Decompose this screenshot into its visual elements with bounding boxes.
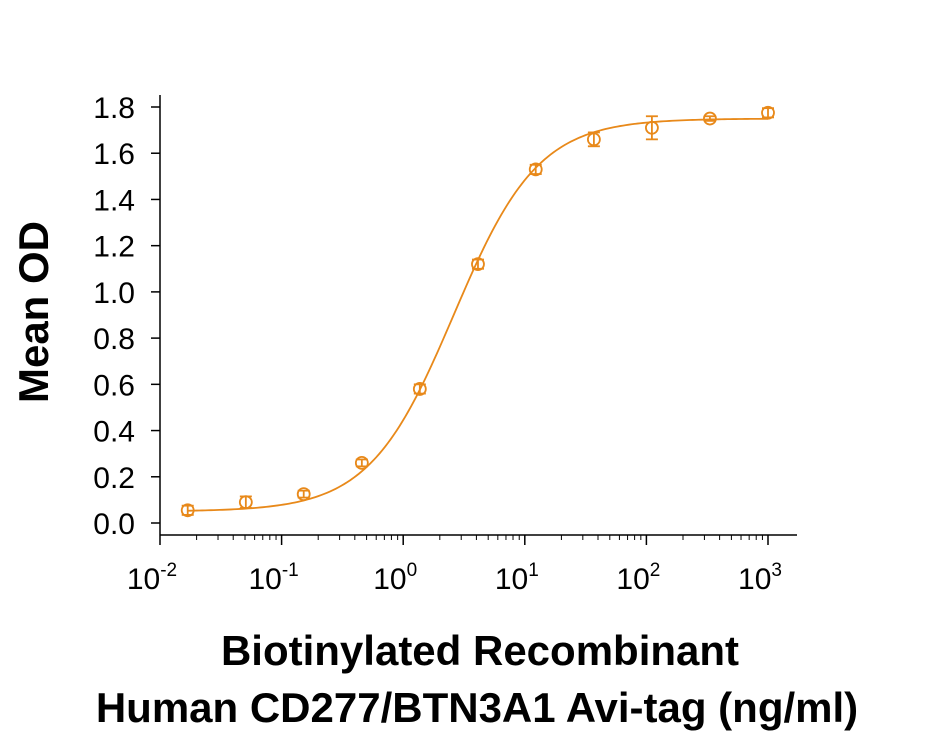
y-tick-label: 0.0	[93, 508, 135, 541]
x-tick-base: 10	[373, 563, 406, 596]
x-tick-label: 102	[616, 560, 660, 596]
data-point	[296, 487, 311, 502]
data-point	[471, 257, 485, 272]
fit-curve	[187, 117, 769, 512]
y-axis-title: Mean OD	[10, 221, 57, 403]
x-tick-exponent: 2	[650, 560, 661, 581]
point-marker	[296, 487, 311, 502]
y-tick-label: 0.8	[93, 323, 135, 356]
x-tick-label: 10-1	[248, 560, 298, 596]
data-point	[412, 382, 427, 396]
y-tick-label: 0.6	[93, 369, 135, 402]
point-marker	[471, 257, 485, 272]
x-tick-base: 10	[127, 563, 160, 596]
point-marker	[354, 456, 369, 470]
plot-area	[180, 105, 775, 518]
x-tick-base: 10	[495, 563, 528, 596]
point-marker	[412, 382, 427, 396]
data-point	[645, 115, 659, 141]
x-axis-title-line-1: Biotinylated Recombinant	[221, 627, 739, 674]
data-point	[528, 162, 543, 177]
x-tick-base: 10	[248, 563, 281, 596]
x-tick-exponent: 0	[407, 560, 418, 581]
point-marker	[238, 495, 253, 510]
data-point	[180, 503, 195, 518]
y-tick-label: 1.0	[93, 277, 135, 310]
x-tick-exponent: 1	[528, 560, 539, 581]
point-marker	[180, 503, 195, 518]
axes: 0.00.20.40.60.81.01.21.41.61.8 10-2 10-1 1…	[93, 92, 797, 596]
point-marker	[645, 120, 659, 135]
x-tick-exponent: -1	[282, 560, 299, 581]
data-point	[703, 111, 717, 126]
y-tick-label: 1.6	[93, 138, 135, 171]
x-tick-exponent: 3	[771, 560, 782, 581]
point-marker	[761, 105, 775, 120]
x-tick-label: 101	[495, 560, 539, 596]
x-axis-title-line-2: Human CD277/BTN3A1 Avi-tag (ng/ml)	[96, 684, 858, 731]
y-tick-label: 0.4	[93, 416, 135, 449]
x-tick-base: 10	[616, 563, 649, 596]
x-tick-base: 10	[738, 563, 771, 596]
data-point	[586, 131, 601, 148]
data-point	[761, 105, 775, 120]
x-tick-label: 103	[738, 560, 782, 596]
data-point	[238, 495, 253, 510]
y-tick-label: 1.8	[93, 92, 135, 125]
y-tick-label: 1.2	[93, 231, 135, 264]
point-marker	[528, 162, 543, 177]
point-marker	[703, 111, 717, 126]
x-tick-exponent: -2	[160, 560, 177, 581]
y-ticks: 0.0 0.2 0.4 0.6 0.8 1.0 1.2 1.4 1.6 1.8	[93, 92, 160, 541]
data-point	[354, 456, 369, 470]
y-tick-label: 0.2	[93, 462, 135, 495]
x-ticks: 10-2 10-1 100 101 102 103	[127, 535, 782, 596]
point-marker	[586, 132, 601, 147]
data-points	[180, 105, 775, 518]
y-tick-label: 1.4	[93, 184, 135, 217]
x-tick-label: 10-2	[127, 560, 177, 596]
x-tick-label: 100	[373, 560, 417, 596]
